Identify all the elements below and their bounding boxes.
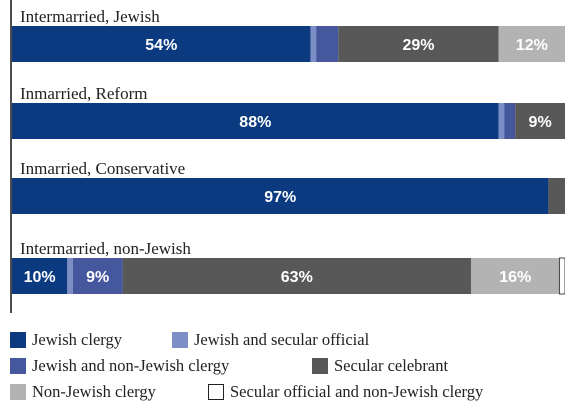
- legend-item-jewish-clergy: Jewish clergy: [10, 330, 122, 350]
- bar-segment: [316, 26, 339, 62]
- legend-swatch: [172, 332, 188, 348]
- legend-item-jewish-and-secular-official: Jewish and secular official: [172, 330, 369, 350]
- bar-segment: [67, 258, 73, 294]
- data-label: 88%: [239, 114, 271, 131]
- bar-segment: [548, 178, 565, 214]
- legend: Jewish clergy Jewish and secular officia…: [10, 330, 565, 408]
- data-label: 63%: [281, 269, 313, 286]
- data-label: 10%: [24, 269, 56, 286]
- legend-item-secular-official-and-non-jewish-clergy: Secular official and non-Jewish clergy: [208, 382, 483, 402]
- legend-item-secular-celebrant: Secular celebrant: [312, 356, 448, 376]
- legend-label: Jewish and secular official: [194, 330, 370, 349]
- category-label: Inmarried, Reform: [20, 84, 147, 103]
- legend-swatch: [10, 384, 26, 400]
- bar-segment: [515, 103, 565, 139]
- data-label: 12%: [516, 37, 548, 54]
- legend-row: Non-Jewish clergy Secular official and n…: [10, 382, 565, 408]
- bar-segment: [122, 258, 471, 294]
- bar-segment: [12, 26, 311, 62]
- legend-label: Non-Jewish clergy: [32, 382, 156, 401]
- legend-item-jewish-and-non-jewish-clergy: Jewish and non-Jewish clergy: [10, 356, 229, 376]
- bar-segment: [12, 258, 68, 294]
- stacked-bar-chart: Intermarried, Jewish 54% 29% 12% Inmarried, …: [10, 0, 565, 313]
- category-label: Intermarried, Jewish: [20, 7, 160, 26]
- legend-item-non-jewish-clergy: Non-Jewish clergy: [10, 382, 156, 402]
- data-label: 16%: [499, 269, 531, 286]
- legend-label: Jewish and non-Jewish clergy: [32, 356, 230, 375]
- category-label: Inmarried, Conservative: [20, 159, 185, 178]
- data-label: 97%: [264, 189, 296, 206]
- bar-segment: [470, 258, 560, 294]
- data-label: 9%: [529, 114, 552, 131]
- legend-label: Secular official and non-Jewish clergy: [230, 382, 484, 401]
- legend-label: Jewish clergy: [32, 330, 122, 349]
- legend-row: Jewish and non-Jewish clergy Secular cel…: [10, 356, 565, 382]
- bar-segment: [12, 103, 499, 139]
- data-label: 29%: [402, 37, 434, 54]
- bar-segment: [498, 26, 565, 62]
- legend-label: Secular celebrant: [334, 356, 449, 375]
- bar-segment: [338, 26, 499, 62]
- bar-segment: [12, 178, 549, 214]
- bar-segment: [310, 26, 317, 62]
- legend-swatch: [10, 358, 26, 374]
- category-label: Intermarried, non-Jewish: [20, 239, 191, 258]
- data-label: 9%: [86, 269, 109, 286]
- data-label: 54%: [145, 37, 177, 54]
- bar-segment: [558, 257, 565, 295]
- legend-swatch: [10, 332, 26, 348]
- legend-row: Jewish clergy Jewish and secular officia…: [10, 330, 565, 356]
- bar-segment: [498, 103, 505, 139]
- legend-swatch: [208, 384, 224, 400]
- legend-swatch: [312, 358, 328, 374]
- bar-segment: [504, 103, 516, 139]
- bar-segment: [72, 258, 123, 294]
